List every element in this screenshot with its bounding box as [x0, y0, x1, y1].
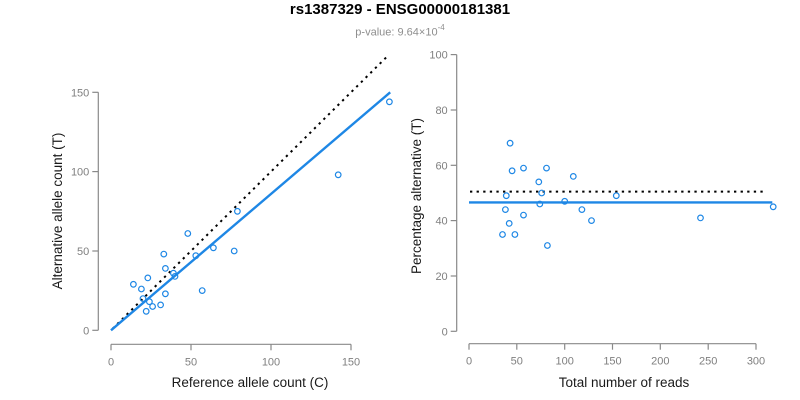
x-tick-label: 100 [262, 356, 280, 368]
data-point [561, 197, 569, 205]
data-point [505, 219, 513, 227]
data-point [142, 307, 150, 315]
percentage-scatter: 0 50 100 150 200 250 300 0 20 40 60 80 100 Total numb… [409, 50, 777, 390]
pvalue-subtitle: p-value: 9.64×10-4 [0, 23, 800, 39]
y-axis-label: Percentage alternative (T) [409, 118, 424, 274]
data-point [506, 139, 514, 147]
regression-line [110, 91, 391, 332]
x-axis-label: Reference allele count (C) [172, 375, 329, 390]
data-point [144, 274, 152, 282]
y-tick-label: 40 [435, 216, 447, 228]
x-tick-label: 150 [603, 356, 621, 368]
data-point [157, 301, 165, 309]
data-point [520, 164, 527, 172]
y-tick-label: 100 [429, 50, 447, 62]
y-tick-label: 50 [77, 246, 89, 258]
y-tick-label: 100 [71, 167, 89, 179]
x-tick-label: 0 [466, 356, 472, 368]
data-point [769, 203, 777, 211]
y-tick-label: 150 [71, 87, 89, 99]
data-point [569, 172, 577, 180]
x-tick-label: 150 [342, 356, 360, 368]
allele-count-scatter: 0 50 100 150 0 50 100 150 Reference allele count… [50, 56, 393, 390]
x-axis-label: Total number of reads [559, 375, 690, 390]
data-point [233, 207, 241, 215]
data-point [499, 231, 506, 238]
data-point [139, 295, 147, 303]
data-point [508, 167, 516, 175]
data-point [538, 189, 546, 197]
data-point [192, 252, 200, 260]
y-tick-label: 60 [435, 160, 447, 172]
y-tick-label: 20 [435, 271, 447, 283]
y-tick-label: 0 [442, 326, 448, 338]
data-point [209, 244, 217, 252]
x-tick-label: 0 [108, 356, 114, 368]
pvalue-text: p-value: 9.64×10 [355, 26, 438, 39]
data-point [511, 231, 519, 238]
data-point [160, 250, 168, 258]
data-point [612, 192, 620, 200]
data-point [502, 206, 509, 214]
data-point [536, 200, 544, 208]
data-point [145, 298, 153, 306]
data-point [535, 178, 543, 186]
x-tick-label: 50 [511, 356, 523, 368]
data-point [697, 214, 704, 222]
data-point [520, 211, 527, 219]
data-point [171, 273, 179, 280]
page-title: rs1387329 - ENSG00000181381 [289, 1, 511, 18]
x-tick-label: 250 [699, 356, 717, 368]
x-tick-label: 200 [651, 356, 669, 368]
identity-line [111, 56, 387, 330]
data-point [578, 206, 586, 214]
data-point [198, 287, 206, 295]
data-point [129, 280, 137, 288]
data-point [184, 230, 192, 237]
data-point [544, 242, 551, 249]
data-point [543, 164, 550, 172]
data-point [161, 265, 169, 272]
data-point [169, 269, 177, 277]
y-tick-label: 80 [435, 105, 447, 117]
x-tick-label: 300 [747, 356, 765, 368]
y-tick-label: 0 [83, 325, 89, 337]
x-tick-label: 50 [185, 356, 197, 368]
data-point [588, 217, 595, 225]
data-point [334, 171, 342, 179]
data-point [386, 98, 393, 106]
x-tick-label: 100 [556, 356, 574, 368]
y-axis-label: Alternative allele count (T) [50, 133, 65, 290]
data-point [502, 192, 510, 200]
data-point [161, 290, 169, 298]
data-point [149, 303, 157, 310]
data-point [230, 247, 238, 255]
pvalue-exponent: -4 [437, 23, 445, 32]
data-point [137, 285, 145, 293]
